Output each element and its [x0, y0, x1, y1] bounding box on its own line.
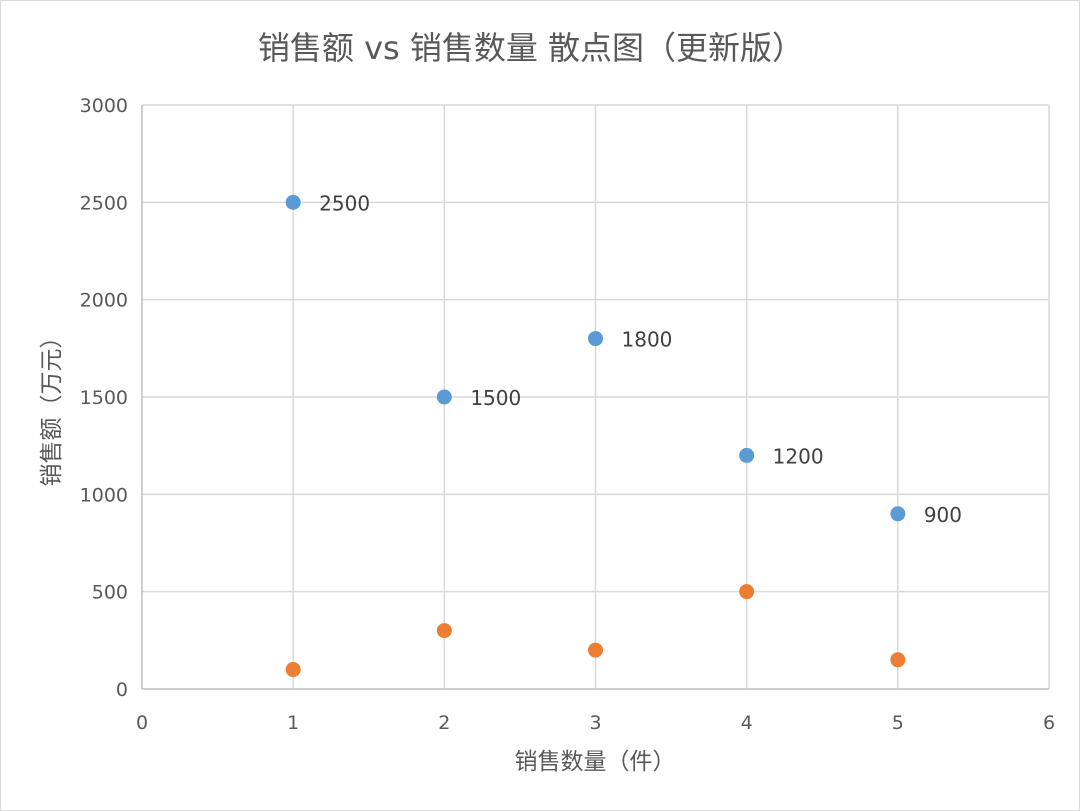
- data-label: 1200: [773, 444, 824, 468]
- x-tick-label: 6: [1043, 712, 1055, 734]
- y-tick-label: 3000: [80, 95, 128, 117]
- gridlines: [142, 104, 1050, 689]
- data-point-series-1: [588, 331, 603, 347]
- y-axis-title: 销售额（万元）: [39, 326, 65, 487]
- x-tick-label: 5: [892, 712, 904, 734]
- data-point-series-2: [890, 652, 906, 668]
- x-tick-label: 4: [741, 712, 753, 734]
- data-label: 900: [924, 503, 962, 527]
- data-point-series-1: [890, 506, 906, 522]
- data-point-series-2: [588, 642, 603, 658]
- data-point-series-2: [436, 623, 452, 639]
- y-tick-label: 0: [116, 679, 128, 701]
- data-point-series-1: [739, 447, 755, 463]
- y-tick-label: 1000: [80, 484, 128, 506]
- data-point-series-2: [285, 662, 301, 678]
- x-tick-label: 2: [438, 712, 450, 734]
- y-tick-label: 2000: [80, 290, 128, 312]
- y-tick-label: 1500: [80, 387, 128, 409]
- x-tick-label: 0: [136, 712, 148, 734]
- data-label: 2500: [319, 191, 370, 215]
- data-points: [285, 194, 906, 678]
- data-label: 1500: [470, 386, 521, 410]
- data-labels: 2500 1500 1800 1200 900: [319, 191, 962, 526]
- y-tick-label: 500: [92, 582, 128, 604]
- y-tick-label: 2500: [80, 192, 128, 214]
- data-label: 1800: [622, 328, 673, 352]
- chart-title: 销售额 vs 销售数量 散点图（更新版）: [258, 29, 804, 67]
- x-tick-label: 3: [589, 712, 601, 734]
- data-point-series-1: [285, 194, 301, 210]
- axes: [141, 105, 1049, 690]
- data-point-series-1: [436, 389, 452, 405]
- tick-labels: 0 500 1000 1500 2000 2500 3000 0 1 2 3 4 5 6: [80, 95, 1055, 734]
- x-axis-title: 销售数量（件）: [515, 749, 676, 775]
- data-point-series-2: [739, 584, 755, 600]
- x-tick-label: 1: [287, 712, 299, 734]
